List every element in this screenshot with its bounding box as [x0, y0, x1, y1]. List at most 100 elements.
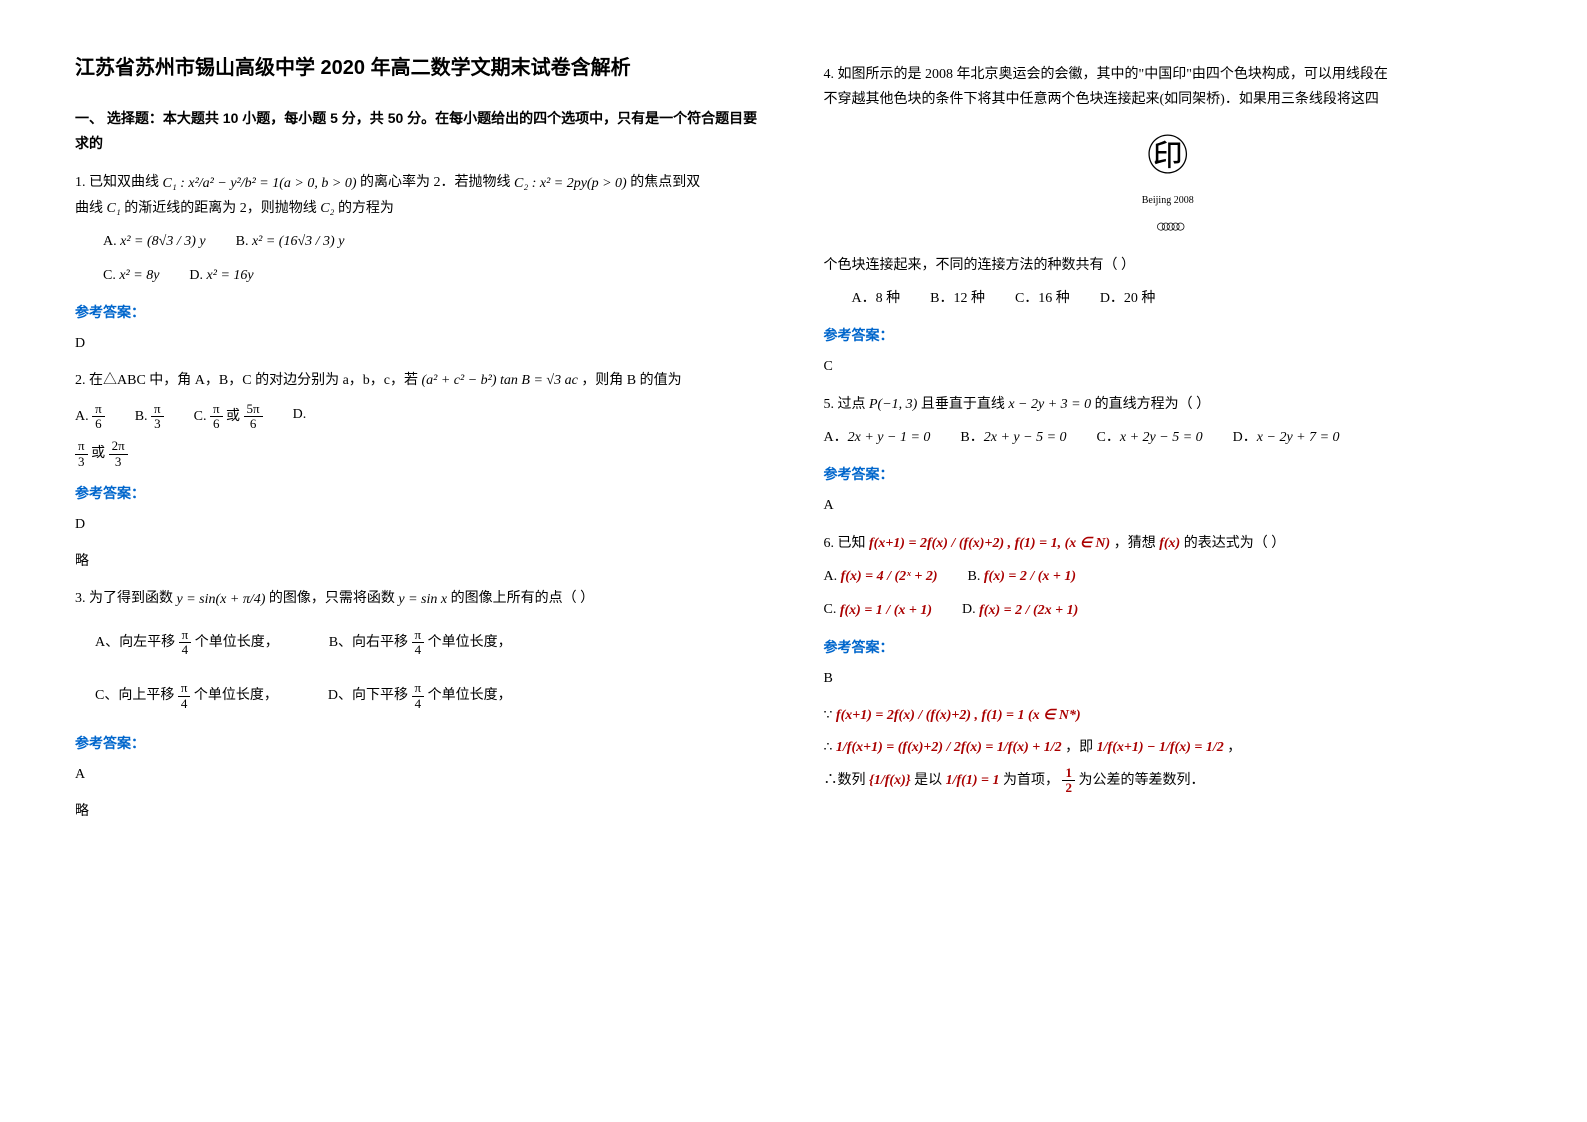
q6-sol3a: ∴数列	[824, 773, 870, 788]
q1-optA: A. x² = (8√3 / 3) y	[103, 229, 206, 254]
q6-answer: B	[824, 666, 1513, 691]
q1-optC-label: C.	[103, 268, 116, 283]
q3-fracA-den: 4	[179, 643, 192, 657]
q5-optB-expr: 2x + y − 5 = 0	[984, 425, 1067, 450]
q2-valD2-num: 2π	[109, 439, 128, 454]
q1-optA-expr: x² = (8√3 / 3) y	[120, 229, 205, 254]
q6-sol2d: 1/f(x+1) − 1/f(x) = 1/2	[1097, 735, 1224, 760]
q3-fracD-den: 4	[412, 697, 425, 711]
q2-or2: 或	[88, 446, 109, 461]
exam-title: 江苏省苏州市锡山高级中学 2020 年高二数学文期末试卷含解析	[75, 50, 764, 86]
q3-stem: 3. 为了得到函数 y = sin(x + π/4) 的图像，只需将函数 y =…	[75, 586, 764, 611]
q3-fracB-den: 4	[412, 643, 425, 657]
olympic-logo: ㊞ Beijing 2008 ○○○○○	[824, 122, 1513, 242]
q5-optC-label: C．	[1097, 430, 1120, 445]
q1-stem-line2: 曲线 C₁ 的渐近线的距离为 2，则抛物线 C₂ 的方程为	[75, 196, 764, 221]
q1-ref-answer-label: 参考答案：	[75, 300, 764, 325]
q2-answer: D	[75, 512, 764, 537]
q3-optB-pre: B、向右平移	[329, 635, 412, 650]
q4-stem-line2: 不穿越其他色块的条件下将其中任意两个色块连接起来(如同架桥)．如果用三条线段将这…	[824, 87, 1513, 112]
q2-valA-num: π	[92, 402, 105, 417]
q3-fracD-num: π	[412, 681, 425, 696]
q5-optC: C．x + 2y − 5 = 0	[1097, 425, 1203, 450]
q6-stem: 6. 已知 f(x+1) = 2f(x) / (f(x)+2) , f(1) =…	[824, 531, 1513, 556]
q6-options-row2: C. f(x) = 1 / (x + 1) D. f(x) = 2 / (2x …	[824, 597, 1513, 622]
q5-optA-expr: 2x + y − 1 = 0	[848, 425, 931, 450]
q3-optA-unit: 个单位长度，	[191, 635, 279, 650]
q4-optD: D．20 种	[1100, 286, 1156, 311]
q6-sol-line1: ∵ f(x+1) = 2f(x) / (f(x)+2) , f(1) = 1 (…	[824, 703, 1513, 728]
q6-sol3g: 为公差的等差数列．	[1078, 773, 1204, 788]
q6-stem-c: 的表达式为（ ）	[1184, 536, 1286, 551]
q1-stem-f: 的方程为	[338, 201, 394, 216]
q6-fx: f(x)	[1159, 531, 1180, 556]
q1-optD-label: D.	[189, 268, 203, 283]
q5-optC-expr: x + 2y − 5 = 0	[1120, 425, 1203, 450]
q3-optA-pre: A、向左平移	[95, 635, 179, 650]
q4-options: A．8 种 B．12 种 C．16 种 D．20 种	[852, 286, 1513, 311]
q3-optD-unit: 个单位长度，	[424, 688, 512, 703]
q2-answer-note: 略	[75, 549, 764, 574]
q3-optC-unit: 个单位长度，	[190, 688, 278, 703]
q5-stem-b: 且垂直于直线	[921, 397, 1009, 412]
q6-sol3f-num: 1	[1062, 766, 1075, 781]
q3-answer: A	[75, 762, 764, 787]
q2-stem: 2. 在△ABC 中，角 A，B，C 的对边分别为 a，b，c，若 (a² + …	[75, 368, 764, 393]
q2-valC1-num: π	[210, 402, 223, 417]
olympic-rings-icon: ○○○○○	[1156, 210, 1180, 242]
q1-stem-e: 的渐近线的距离为 2，则抛物线	[124, 201, 320, 216]
q2-expr: (a² + c² − b²) tan B = √3 ac	[422, 368, 578, 393]
q2-optB: B. π3	[135, 402, 164, 432]
q6-options-row1: A. f(x) = 4 / (2ˣ + 2) B. f(x) = 2 / (x …	[824, 564, 1513, 589]
china-seal-icon: ㊞	[1133, 122, 1203, 192]
q2-optB-label: B.	[135, 409, 148, 424]
q6-optA: A. f(x) = 4 / (2ˣ + 2)	[824, 564, 938, 589]
q5-optA-label: A．	[824, 430, 848, 445]
q5-answer: A	[824, 493, 1513, 518]
q1-optB-expr: x² = (16√3 / 3) y	[252, 229, 344, 254]
q6-sol3f-den: 2	[1062, 781, 1075, 795]
q3-optD: D、向下平移 π4 个单位长度，	[328, 681, 512, 711]
q1-stem-c: 的焦点到双	[630, 175, 700, 190]
left-column: 江苏省苏州市锡山高级中学 2020 年高二数学文期末试卷含解析 一、 选择题：本…	[75, 50, 764, 1072]
q5-optB: B．2x + y − 5 = 0	[960, 425, 1066, 450]
q3-expr2: y = sin x	[398, 587, 447, 612]
q3-optD-pre: D、向下平移	[328, 688, 412, 703]
q6-stem-b: ，猜想	[1114, 536, 1160, 551]
q2-stem-a: 2. 在△ABC 中，角 A，B，C 的对边分别为 a，b，c，若	[75, 373, 422, 388]
q2-valB-num: π	[151, 402, 164, 417]
q2-options: A. π6 B. π3 C. π6 或 5π6 D.	[75, 402, 764, 432]
q5-optB-label: B．	[960, 430, 983, 445]
q1-optB: B. x² = (16√3 / 3) y	[236, 229, 345, 254]
q4-optC: C．16 种	[1015, 286, 1070, 311]
q6-sol1a: ∵	[824, 708, 836, 723]
q5-stem-c: 的直线方程为（ ）	[1095, 397, 1211, 412]
q1-c2-expr: C₂ : x² = 2py(p > 0)	[514, 171, 627, 196]
q6-sol-line3: ∴数列 {1/f(x)} 是以 1/f(1) = 1 为首项， 12 为公差的等…	[824, 766, 1513, 796]
q3-stem-b: 的图像，只需将函数	[269, 591, 399, 606]
q1-answer: D	[75, 331, 764, 356]
q2-valC2-num: 5π	[244, 402, 263, 417]
q3-optC-pre: C、向上平移	[95, 688, 178, 703]
q3-stem-a: 3. 为了得到函数	[75, 591, 177, 606]
q4-optA: A．8 种	[852, 286, 901, 311]
q2-valD1-den: 3	[75, 455, 88, 469]
right-column: 4. 如图所示的是 2008 年北京奥运会的会徽，其中的"中国印"由四个色块构成…	[824, 50, 1513, 1072]
q4-optB: B．12 种	[930, 286, 985, 311]
q1-c1-expr: C₁ : x²/a² − y²/b² = 1(a > 0, b > 0)	[163, 171, 357, 196]
q1-stem-b: 的离心率为 2．若抛物线	[360, 175, 514, 190]
q1-stem-line1: 1. 已知双曲线 C₁ : x²/a² − y²/b² = 1(a > 0, b…	[75, 170, 764, 195]
q3-optC: C、向上平移 π4 个单位长度，	[95, 681, 278, 711]
q2-optC-label: C.	[194, 409, 207, 424]
q3-fracC-den: 4	[178, 697, 191, 711]
q3-optA: A、向左平移 π4 个单位长度，	[95, 628, 279, 658]
q3-ref-answer-label: 参考答案：	[75, 731, 764, 756]
q6-optB-label: B.	[968, 569, 981, 584]
q2-optC: C. π6 或 5π6	[194, 402, 263, 432]
q5-optA: A．2x + y − 1 = 0	[824, 425, 931, 450]
q5-stem-a: 5. 过点	[824, 397, 870, 412]
q2-stem-b: ，则角 B 的值为	[581, 373, 681, 388]
q4-answer: C	[824, 354, 1513, 379]
q2-valC1-den: 6	[210, 417, 223, 431]
problem-5: 5. 过点 P(−1, 3) 且垂直于直线 x − 2y + 3 = 0 的直线…	[824, 392, 1513, 451]
